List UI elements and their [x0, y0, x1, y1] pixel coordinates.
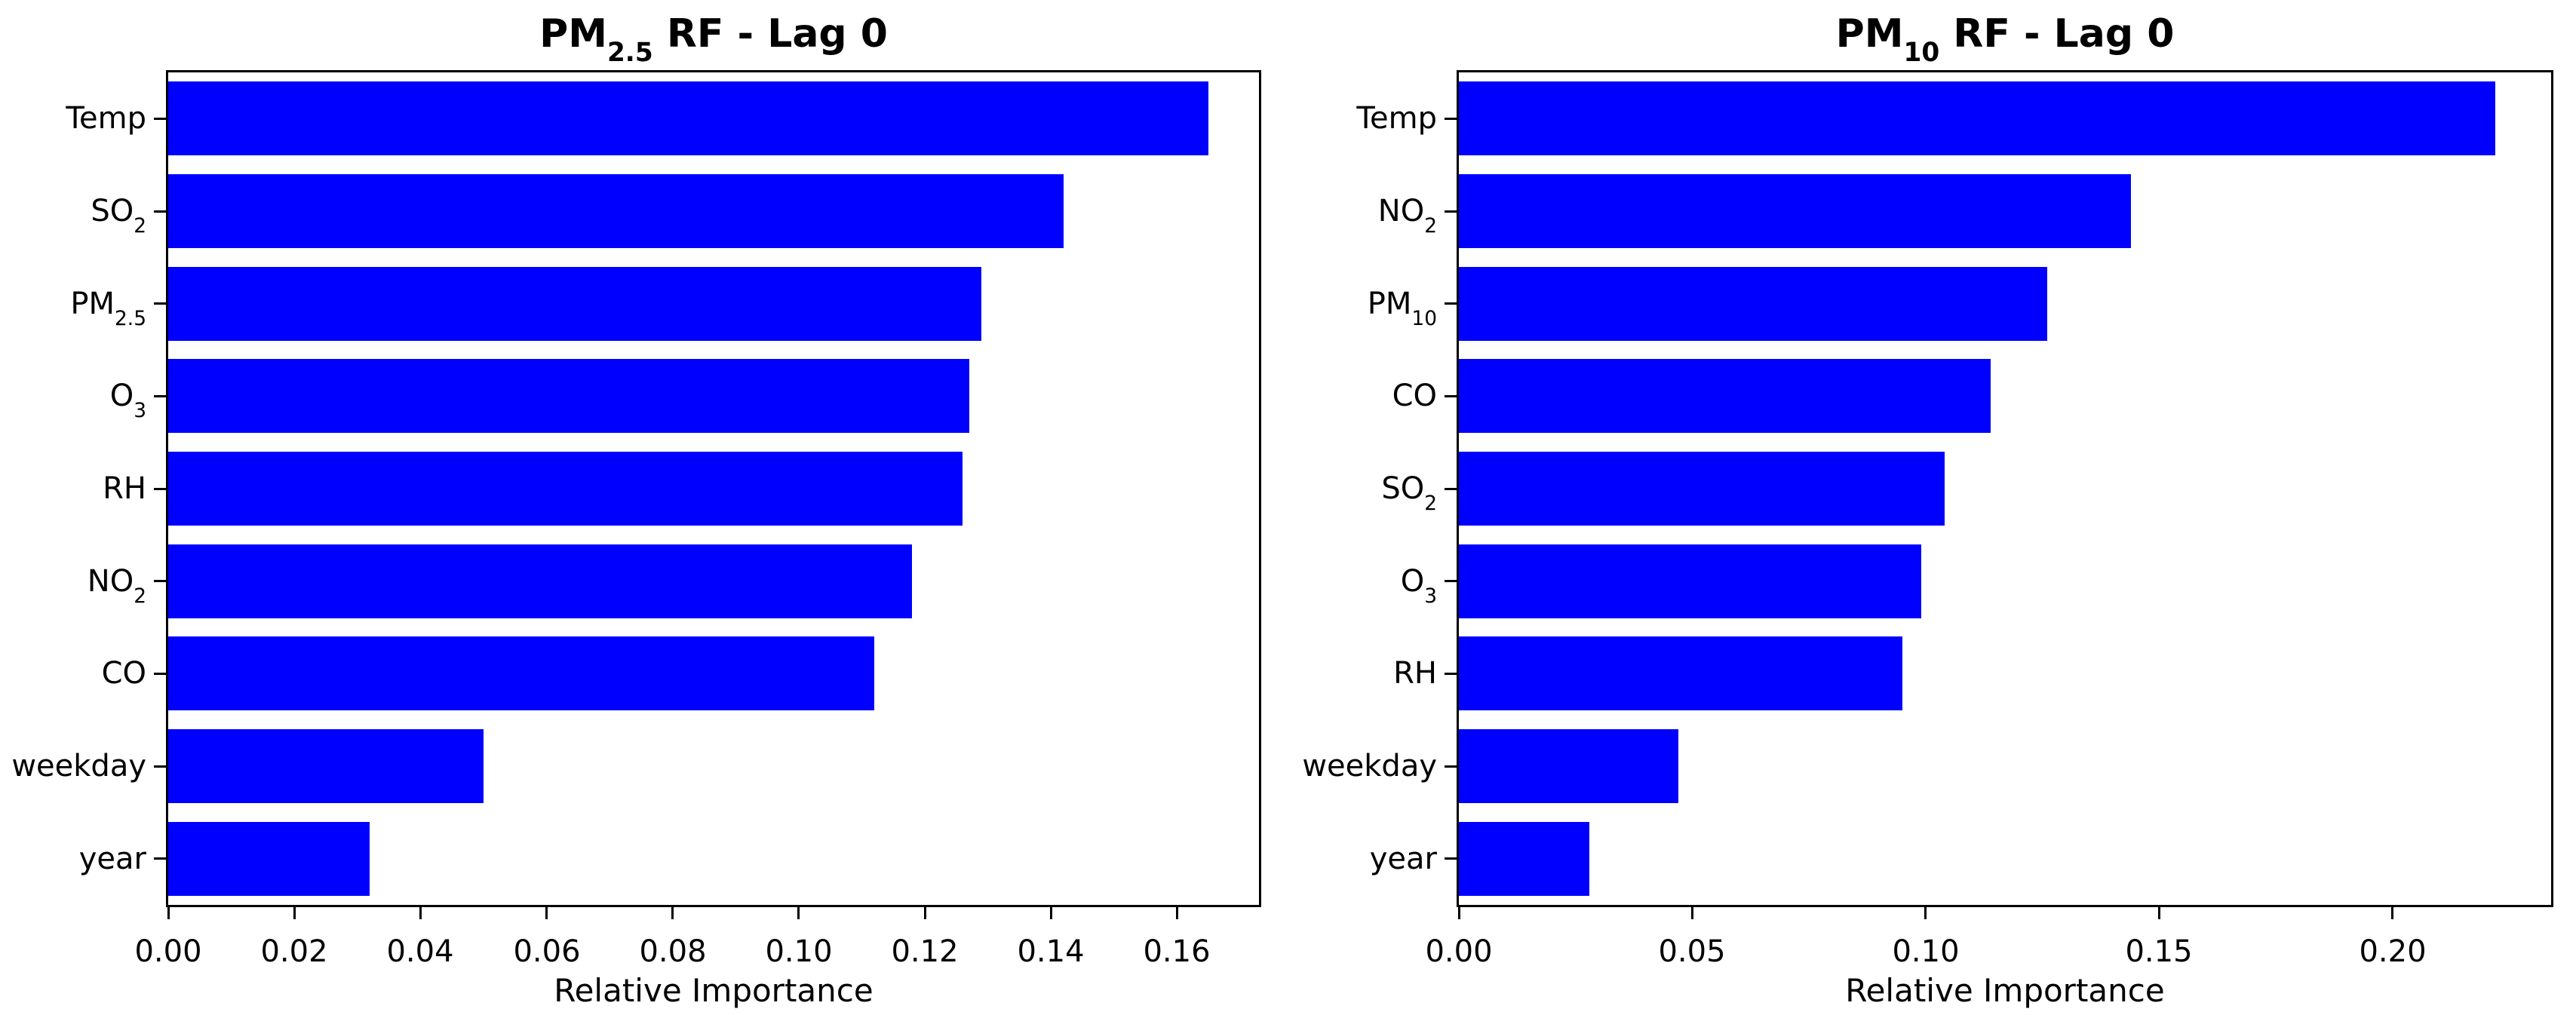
chart2-title: PM10 RF - Lag 0	[1835, 11, 2175, 68]
x-tick-label: 0.00	[1425, 934, 1493, 969]
x-tick-label: 0.15	[2125, 934, 2193, 969]
y-tick-label: O3	[1400, 564, 1437, 608]
y-tick	[1445, 118, 1457, 120]
y-tick	[154, 302, 166, 305]
x-tick-label: 0.02	[260, 934, 328, 969]
y-tick-label: PM10	[1367, 287, 1437, 330]
bar-pm10	[1459, 267, 2047, 341]
y-tick-label: weekday	[1302, 749, 1437, 783]
x-tick	[1691, 907, 1693, 919]
chart1-title: PM2.5 RF - Lag 0	[539, 11, 888, 68]
y-tick	[1445, 580, 1457, 582]
bar-pm2.5	[168, 267, 981, 341]
y-tick-label: weekday	[11, 749, 146, 783]
y-tick-label: Temp	[1356, 101, 1437, 136]
chart2-x-axis-label: Relative Importance	[1845, 972, 2165, 1009]
x-tick	[2391, 907, 2393, 919]
x-tick-label: 0.12	[891, 934, 959, 969]
y-tick	[154, 857, 166, 860]
y-tick	[154, 488, 166, 490]
y-tick	[1445, 395, 1457, 397]
x-tick	[797, 907, 800, 919]
x-tick-label: 0.06	[513, 934, 581, 969]
y-tick	[1445, 673, 1457, 675]
x-tick	[2158, 907, 2160, 919]
x-tick-label: 0.04	[386, 934, 454, 969]
bar-weekday	[168, 729, 484, 803]
y-tick-label: SO2	[91, 194, 146, 238]
bar-temp	[1459, 81, 2495, 155]
bar-rh	[1459, 636, 1902, 710]
bar-year	[168, 822, 370, 896]
bar-so2	[168, 174, 1064, 248]
x-tick	[924, 907, 926, 919]
x-tick	[293, 907, 296, 919]
y-tick-label: RH	[103, 471, 146, 506]
y-tick-label: SO2	[1381, 471, 1437, 515]
bar-so2	[1459, 452, 1945, 526]
x-tick	[1458, 907, 1460, 919]
y-tick-label: year	[78, 842, 146, 876]
bar-weekday	[1459, 729, 1678, 803]
bar-rh	[168, 452, 963, 526]
bar-year	[1459, 822, 1589, 896]
x-tick	[1924, 907, 1927, 919]
y-tick	[1445, 488, 1457, 490]
chart1-plot-area	[166, 70, 1261, 907]
x-tick-label: 0.20	[2359, 934, 2427, 969]
x-tick	[419, 907, 422, 919]
bar-no2	[168, 544, 912, 618]
x-tick-label: 0.05	[1658, 934, 1726, 969]
chart2-plot-area	[1457, 70, 2553, 907]
y-tick-label: CO	[101, 656, 146, 691]
y-tick-label: RH	[1393, 656, 1437, 691]
x-tick	[1176, 907, 1178, 919]
bar-temp	[168, 81, 1208, 155]
x-tick-label: 0.08	[639, 934, 707, 969]
bar-no2	[1459, 174, 2131, 248]
x-tick-label: 0.10	[1892, 934, 1960, 969]
y-tick-label: Temp	[66, 101, 146, 136]
x-tick	[671, 907, 674, 919]
x-tick-label: 0.14	[1017, 934, 1085, 969]
x-tick	[167, 907, 170, 919]
bar-co	[168, 636, 874, 710]
y-tick-label: NO2	[1377, 194, 1437, 238]
x-tick-label: 0.10	[765, 934, 833, 969]
y-tick	[154, 765, 166, 768]
y-tick-label: O3	[109, 379, 146, 422]
y-tick-label: PM2.5	[70, 287, 146, 330]
bar-o3	[168, 359, 969, 433]
y-tick	[1445, 302, 1457, 305]
y-tick	[1445, 210, 1457, 213]
y-tick-label: CO	[1392, 379, 1437, 413]
x-tick-label: 0.00	[134, 934, 202, 969]
y-tick	[1445, 765, 1457, 768]
y-tick-label: year	[1369, 842, 1437, 876]
x-tick	[1050, 907, 1052, 919]
y-tick	[154, 210, 166, 213]
chart1-x-axis-label: Relative Importance	[554, 972, 874, 1009]
y-tick	[154, 395, 166, 397]
y-tick	[154, 673, 166, 675]
x-tick	[545, 907, 548, 919]
y-tick	[154, 580, 166, 582]
bar-o3	[1459, 544, 1921, 618]
y-tick	[1445, 857, 1457, 860]
x-tick-label: 0.16	[1143, 934, 1211, 969]
bar-co	[1459, 359, 1991, 433]
y-tick	[154, 118, 166, 120]
y-tick-label: NO2	[87, 564, 146, 608]
